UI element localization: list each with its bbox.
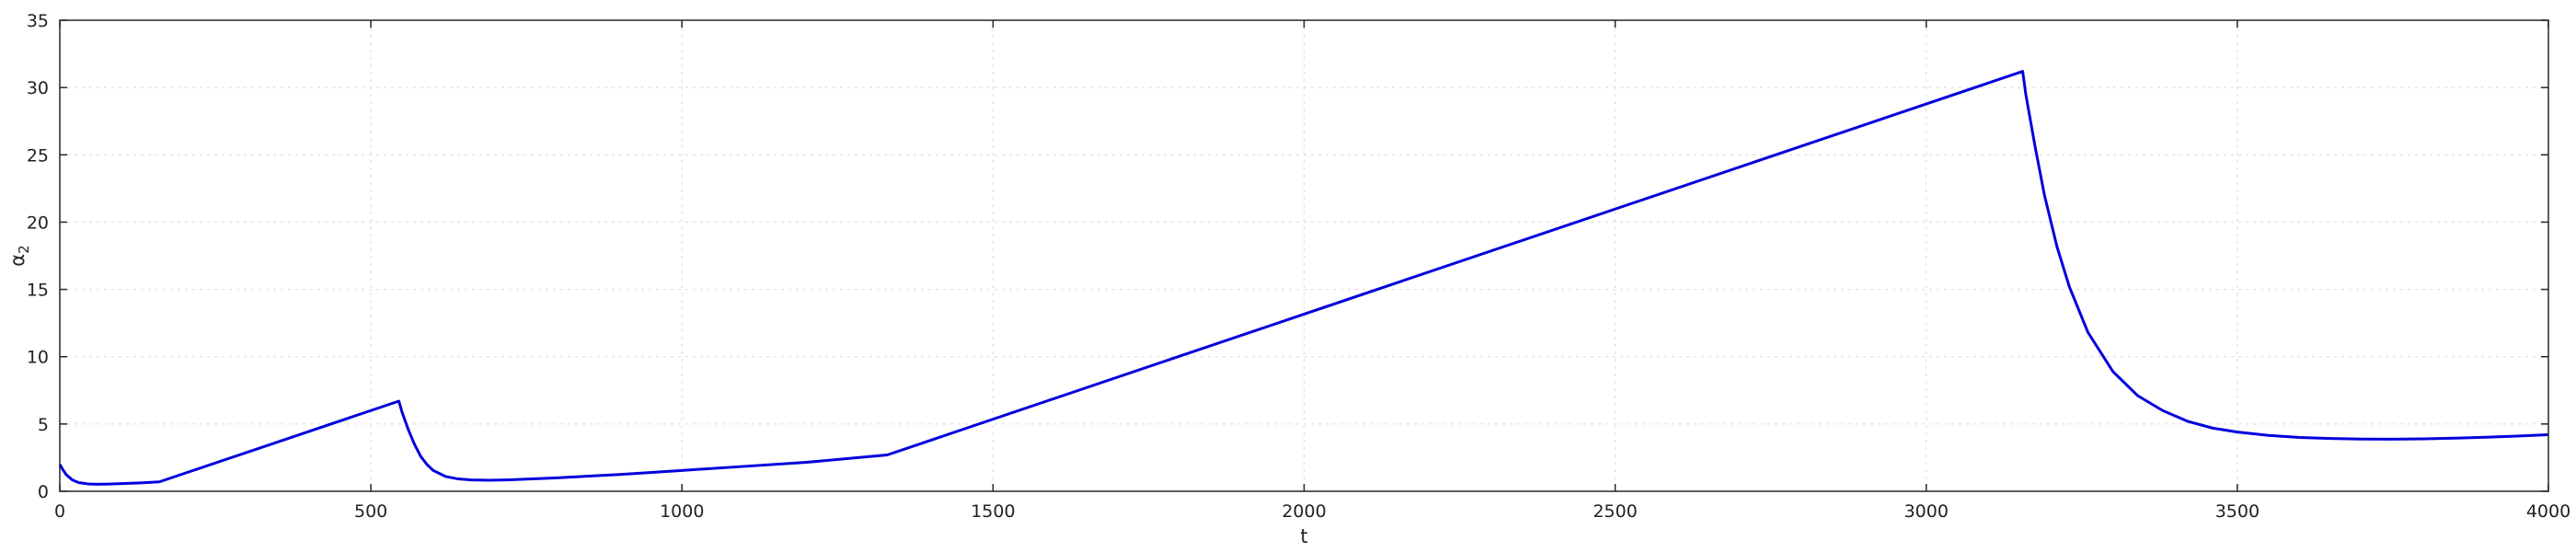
x-tick-label: 4000 bbox=[2526, 501, 2570, 522]
x-tick-label: 500 bbox=[354, 501, 387, 522]
x-tick-label: 0 bbox=[54, 501, 65, 522]
y-axis-label-subscript: 2 bbox=[16, 245, 32, 254]
y-tick-label: 0 bbox=[38, 482, 49, 502]
series-layer bbox=[58, 70, 2549, 486]
x-tick-label: 2000 bbox=[1282, 501, 1326, 522]
x-tick-label: 2500 bbox=[1593, 501, 1637, 522]
y-tick-label: 35 bbox=[27, 11, 49, 31]
x-tick-label: 3500 bbox=[2215, 501, 2260, 522]
axis-ticks bbox=[59, 19, 2549, 492]
series-line-1 bbox=[58, 70, 2549, 486]
y-tick-label: 25 bbox=[27, 145, 49, 166]
y-tick-label: 15 bbox=[27, 281, 49, 301]
y-tick-label: 10 bbox=[27, 348, 49, 368]
y-tick-label: 20 bbox=[27, 213, 49, 233]
x-tick-label: 3000 bbox=[1904, 501, 1949, 522]
x-axis-label: t bbox=[1300, 525, 1307, 547]
tick-labels: 0 500 1000 1500 2000 2500 3000 3500 4000 0 5 10 15 20… bbox=[27, 11, 2570, 522]
y-tick-label: 30 bbox=[27, 78, 49, 98]
y-axis-label-base: α bbox=[6, 254, 29, 267]
x-tick-label: 1500 bbox=[971, 501, 1015, 522]
y-axis-label: α2 bbox=[6, 245, 32, 266]
y-tick-label: 5 bbox=[38, 415, 49, 435]
x-tick-label: 1000 bbox=[660, 501, 704, 522]
plot-frame bbox=[59, 19, 2549, 492]
grid bbox=[60, 20, 2548, 491]
